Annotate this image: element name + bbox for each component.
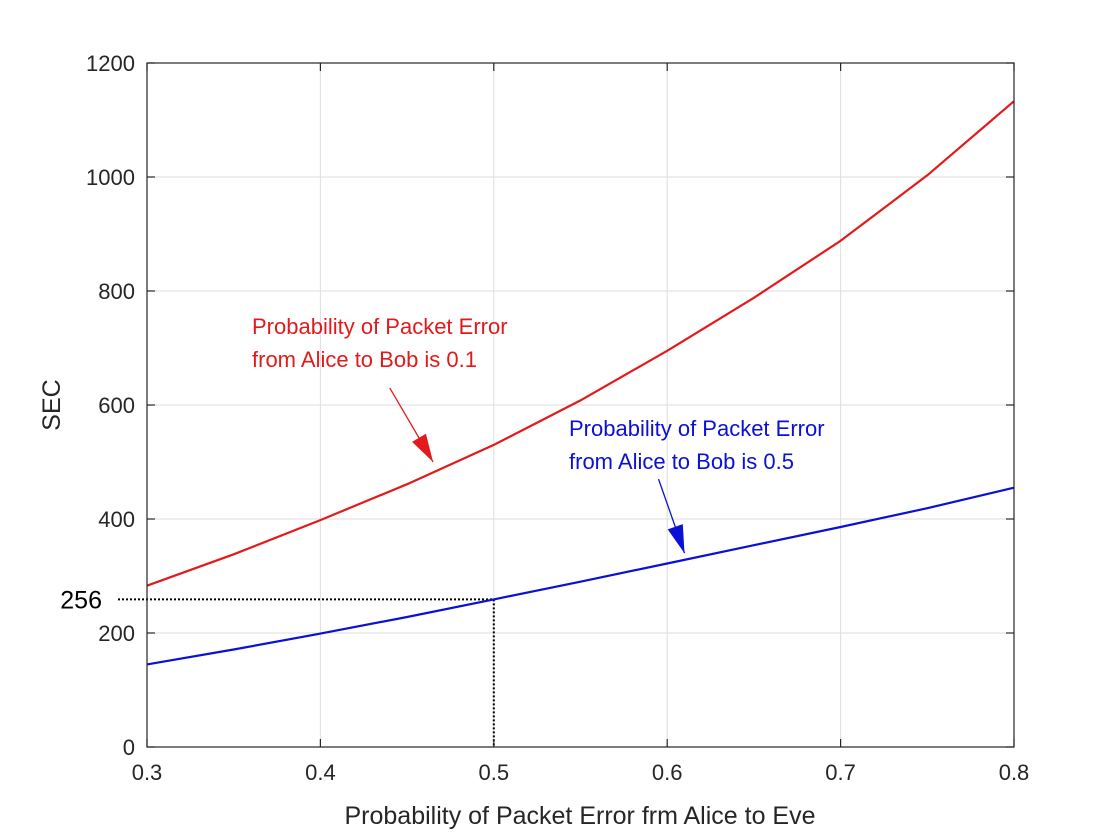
y-tick-label: 600	[98, 393, 135, 418]
x-tick-label: 0.6	[652, 760, 683, 785]
red-curve-annotation: Probability of Packet Error from Alice to…	[252, 314, 508, 463]
annotation-arrow-head	[667, 524, 685, 554]
annotation-text-line: Probability of Packet Error	[569, 416, 825, 441]
x-axis-label: Probability of Packet Error frm Alice to…	[344, 802, 815, 830]
y-tick-label: 1200	[86, 51, 135, 76]
y-tick-label: 1000	[86, 165, 135, 190]
x-tick-label: 0.3	[132, 760, 163, 785]
blue-curve-annotation: Probability of Packet Error from Alice to…	[569, 416, 825, 554]
series-lines	[146, 100, 1015, 666]
y-tick-label: 200	[98, 621, 135, 646]
series-line-0	[146, 100, 1015, 587]
grid-lines	[146, 62, 1015, 748]
y-axis-label: SEC	[38, 379, 66, 430]
series-line-1	[146, 486, 1015, 666]
annotation-text-line: from Alice to Bob is 0.1	[252, 347, 477, 372]
x-tick-label: 0.4	[305, 760, 336, 785]
y-tick-label: 800	[98, 279, 135, 304]
y-tick-label: 400	[98, 507, 135, 532]
x-tick-label: 0.7	[825, 760, 856, 785]
y-tick-label: 0	[123, 735, 135, 760]
x-tick-label: 0.8	[999, 760, 1030, 785]
marker-value-label: 256	[60, 586, 102, 614]
axis-ticks: 0.3 0.4 0.5 0.6 0.7 0.8 0 200 400 600 800 1000 1200	[86, 51, 1029, 785]
annotations: Probability of Packet Error from Alice to…	[252, 314, 825, 554]
annotation-arrow-head	[412, 433, 434, 462]
annotation-text-line: Probability of Packet Error	[252, 314, 508, 339]
reference-guides: 256	[60, 586, 495, 747]
x-tick-label: 0.5	[479, 760, 510, 785]
annotation-text-line: from Alice to Bob is 0.5	[569, 449, 794, 474]
